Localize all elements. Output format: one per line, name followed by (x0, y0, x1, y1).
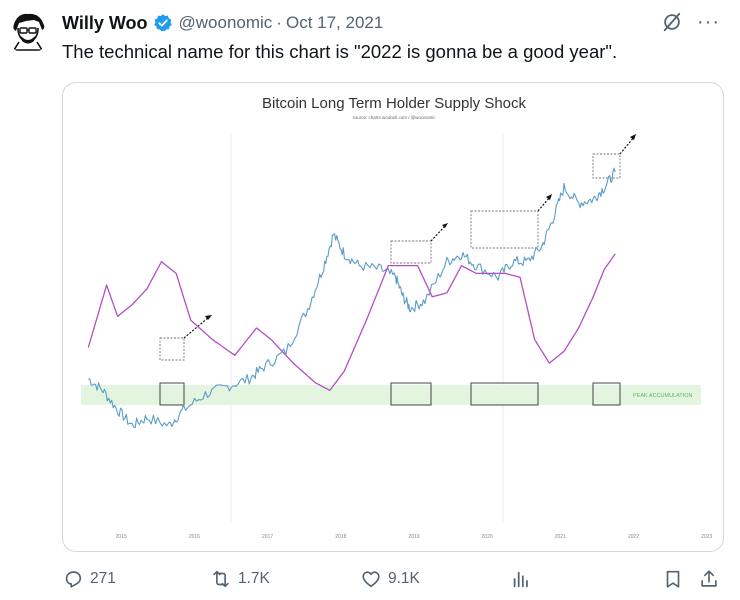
supply-shock-chart: Bitcoin Long Term Holder Supply Shock so… (81, 95, 713, 540)
share-button[interactable] (698, 568, 720, 590)
bookmark-button[interactable] (662, 568, 684, 590)
x-tick-label: 2015 (116, 534, 127, 540)
tweet-date[interactable]: Oct 17, 2021 (285, 13, 384, 32)
x-tick-label: 2017 (262, 534, 273, 540)
chart-source: source: charts.woobull.com / @woonomic (352, 115, 436, 120)
x-tick-label: 2019 (408, 534, 419, 540)
svg-text:·: · (709, 374, 710, 378)
arrow-heads (205, 134, 636, 320)
svg-text:·: · (709, 452, 710, 456)
price-series-line (88, 167, 616, 429)
x-tick-label: 2022 (628, 534, 639, 540)
series-layer (87, 167, 616, 429)
tweet-header: Willy Woo @woonomic · Oct 17, 2021 ··· (62, 11, 720, 35)
svg-text:·: · (709, 532, 710, 536)
like-button[interactable]: 9.1K (360, 568, 420, 590)
chart-title: Bitcoin Long Term Holder Supply Shock (262, 95, 527, 112)
x-tick-label: 2018 (335, 534, 346, 540)
bookmark-icon (666, 570, 680, 588)
retweet-button[interactable]: 1.7K (210, 568, 270, 590)
author-name[interactable]: Willy Woo (62, 12, 148, 33)
grok-icon[interactable] (661, 11, 683, 33)
retweet-icon (213, 570, 229, 588)
x-tick-label: 2016 (189, 534, 200, 540)
x-tick-label: 2023 (701, 534, 712, 540)
reply-button[interactable]: 271 (62, 568, 116, 590)
x-axis: 2015 2016 2017 2018 2019 2020 2021 2022 2023 (116, 534, 713, 540)
like-count: 9.1K (388, 570, 420, 587)
tweet-text: The technical name for this chart is "20… (62, 41, 618, 62)
views-icon (513, 571, 528, 588)
tweet-media-chart[interactable]: Bitcoin Long Term Holder Supply Shock so… (62, 82, 724, 552)
svg-text:·: · (709, 298, 710, 302)
more-icon[interactable]: ··· (697, 11, 720, 33)
reply-count: 271 (90, 570, 116, 587)
tweet-actions: 271 1.7K 9.1K (62, 568, 726, 594)
avatar[interactable] (6, 10, 50, 54)
reply-icon (65, 571, 82, 588)
peak-accumulation-label: PEAK ACCUMULATION (633, 393, 693, 399)
x-tick-label: 2021 (555, 534, 566, 540)
supply_shock-series-line (87, 253, 616, 392)
header-actions: ··· (661, 11, 720, 33)
svg-text:·: · (709, 142, 710, 146)
price-highlight-boxes (159, 153, 621, 361)
verified-badge-icon (153, 14, 172, 32)
svg-text:·: · (709, 218, 710, 222)
peak-highlight-boxes (159, 382, 621, 406)
right-axis: · · · · · · (709, 142, 710, 536)
views-button[interactable] (510, 568, 532, 590)
retweet-count: 1.7K (238, 570, 270, 587)
avatar-illustration (6, 10, 50, 54)
separator-dot: · (276, 13, 282, 32)
author-handle[interactable]: @woonomic (178, 13, 273, 32)
like-icon (362, 571, 380, 588)
trend-arrows (183, 136, 635, 339)
x-tick-label: 2020 (482, 534, 493, 540)
share-icon (701, 570, 717, 587)
